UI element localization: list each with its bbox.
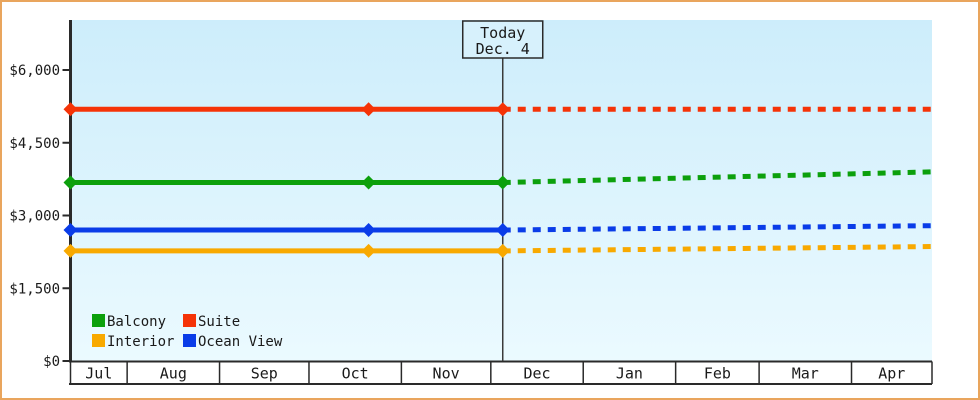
legend-label-interior: Interior	[107, 334, 174, 350]
today-label: Today	[480, 24, 525, 42]
series-data-point	[495, 243, 510, 258]
today-box	[461, 20, 544, 59]
series-data-point	[495, 102, 510, 117]
legend-label-ocean-view: Ocean View	[198, 334, 283, 350]
series-data-point	[63, 175, 78, 190]
legend: Balcony Suite Interior Ocean View	[92, 314, 283, 350]
series-projection-line	[502, 223, 933, 233]
y-axis-tick-label: $1,500	[9, 281, 60, 297]
month-label: Dec	[523, 365, 550, 383]
series-projection-line	[502, 169, 933, 186]
series-data-point	[361, 102, 376, 117]
y-axis-tick-label: $3,000	[9, 209, 60, 225]
month-label: Oct	[342, 365, 369, 383]
series-data-point	[63, 223, 78, 238]
legend-swatch-suite	[183, 314, 196, 327]
series-data-point	[495, 223, 510, 238]
series-data-point	[63, 243, 78, 258]
month-label: Jan	[616, 365, 643, 383]
y-axis: $0 $1,500 $3,000 $4,500 $6,000	[9, 20, 72, 370]
legend-swatch-balcony	[92, 314, 105, 327]
plot-area-background	[70, 20, 932, 361]
series-data-point	[361, 243, 376, 258]
series-data-point	[495, 175, 510, 190]
legend-swatch-interior	[92, 334, 105, 347]
series-data-point	[361, 175, 376, 190]
month-label: Mar	[792, 365, 819, 383]
month-label: Jul	[85, 365, 112, 383]
today-date: Dec. 4	[476, 40, 530, 58]
month-label: Feb	[704, 365, 731, 383]
legend-label-suite: Suite	[198, 314, 240, 330]
today-annotation: Today Dec. 4	[461, 20, 544, 59]
y-axis-tick-label: $0	[43, 354, 60, 370]
month-label: Apr	[878, 365, 905, 383]
series-lines	[63, 102, 933, 258]
series-data-point	[63, 102, 78, 117]
month-label: Sep	[251, 365, 278, 383]
x-axis-month-strip: Jul Aug Sep Oct Nov Dec Jan Feb Mar Apr	[69, 360, 933, 385]
y-axis-tick-label: $6,000	[9, 63, 60, 79]
y-axis-tick-label: $4,500	[9, 136, 60, 152]
legend-swatch-ocean-view	[183, 334, 196, 347]
month-label: Nov	[433, 365, 460, 383]
series-data-point	[361, 223, 376, 238]
legend-label-balcony: Balcony	[107, 314, 166, 330]
month-label: Aug	[160, 365, 187, 383]
series-projection-line	[502, 244, 933, 254]
